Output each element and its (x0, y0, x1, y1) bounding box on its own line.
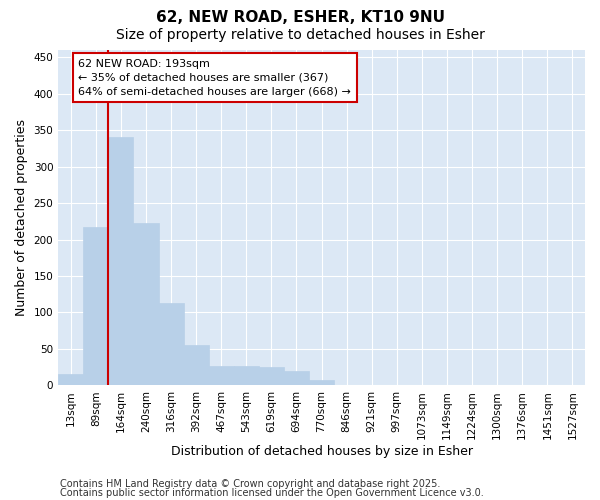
Bar (259, 367, 284, 386)
Bar (58, 374, 83, 386)
Text: Contains public sector information licensed under the Open Government Licence v3: Contains public sector information licen… (60, 488, 484, 498)
Text: Size of property relative to detached houses in Esher: Size of property relative to detached ho… (116, 28, 484, 42)
Bar (209, 366, 234, 386)
Text: 62 NEW ROAD: 193sqm
← 35% of detached houses are smaller (367)
64% of semi-detac: 62 NEW ROAD: 193sqm ← 35% of detached ho… (78, 58, 351, 96)
Bar (409, 384, 434, 386)
Text: Contains HM Land Registry data © Crown copyright and database right 2025.: Contains HM Land Registry data © Crown c… (60, 479, 440, 489)
X-axis label: Distribution of detached houses by size in Esher: Distribution of detached houses by size … (170, 444, 473, 458)
Bar (234, 366, 259, 386)
Bar (83, 227, 109, 386)
Text: 62, NEW ROAD, ESHER, KT10 9NU: 62, NEW ROAD, ESHER, KT10 9NU (155, 10, 445, 25)
Bar (359, 384, 385, 386)
Y-axis label: Number of detached properties: Number of detached properties (15, 119, 28, 316)
Bar (284, 372, 309, 386)
Bar (184, 345, 209, 386)
Bar (309, 380, 334, 386)
Bar (158, 303, 184, 386)
Bar (109, 138, 133, 386)
Bar (334, 384, 359, 386)
Bar (133, 224, 158, 386)
Bar (385, 384, 409, 386)
